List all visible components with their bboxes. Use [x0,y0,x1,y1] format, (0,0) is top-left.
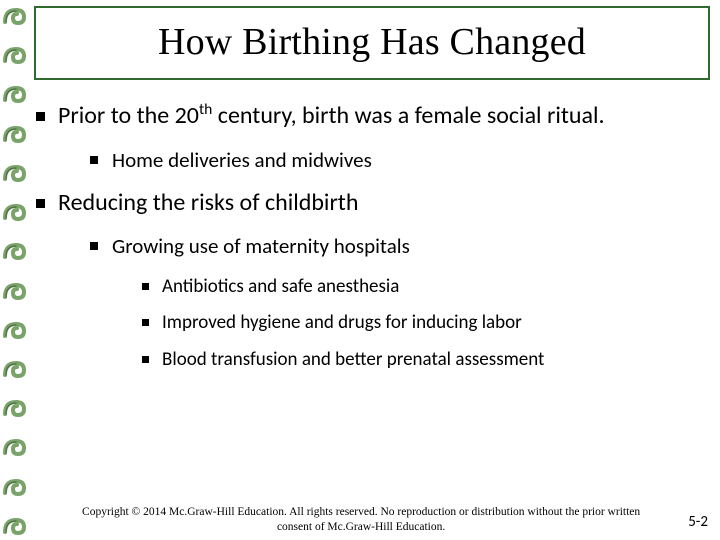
deco-swirl-icon [2,80,28,106]
deco-swirl-icon [2,198,28,224]
bullet-lvl3: Improved hygiene and drugs for inducing … [142,312,710,335]
bullet-text: Antibiotics and safe anesthesia [162,275,399,298]
bullet-text: Reducing the risks of childbirth [58,188,358,217]
deco-swirl-icon [2,473,28,499]
bullet-lvl1: Reducing the risks of childbirth Growing… [34,189,710,372]
deco-swirl-icon [2,237,28,263]
deco-swirl-icon [2,277,28,303]
slide-title: How Birthing Has Changed [46,20,698,64]
bullet-text: Blood transfusion and better prenatal as… [162,348,544,371]
deco-swirl-icon [2,394,28,420]
bullet-list-lvl1: Prior to the 20th century, birth was a f… [34,102,710,372]
bullet-list-lvl3: Antibiotics and safe anesthesia Improved… [112,276,710,372]
superscript: th [199,100,212,119]
decorative-left-strip [0,0,30,540]
bullet-list-lvl2: Home deliveries and midwives [58,148,710,173]
deco-swirl-icon [2,355,28,381]
bullet-text: century, birth was a female social ritua… [212,101,604,130]
bullet-lvl1: Prior to the 20th century, birth was a f… [34,102,710,173]
bullet-text: Growing use of maternity hospitals [112,233,410,259]
slide-footer: Copyright © 2014 Mc.Graw-Hill Education.… [34,505,710,534]
deco-swirl-icon [2,41,28,67]
deco-swirl-icon [2,120,28,146]
deco-swirl-icon [2,512,28,538]
bullet-text: Home deliveries and midwives [112,147,372,173]
deco-swirl-icon [2,2,28,28]
bullet-lvl3: Blood transfusion and better prenatal as… [142,349,710,372]
deco-swirl-icon [2,316,28,342]
bullet-text: Prior to the 20 [58,101,199,130]
page-number: 5-2 [688,513,710,534]
bullet-lvl3: Antibiotics and safe anesthesia [142,276,710,299]
slide-content: How Birthing Has Changed Prior to the 20… [34,6,710,534]
bullet-lvl2: Home deliveries and midwives [90,148,710,173]
deco-swirl-icon [2,159,28,185]
bullet-list-lvl2: Growing use of maternity hospitals Antib… [58,234,710,372]
bullet-lvl2: Growing use of maternity hospitals Antib… [90,234,710,372]
title-box: How Birthing Has Changed [34,6,710,80]
deco-swirl-icon [2,433,28,459]
copyright-text: Copyright © 2014 Mc.Graw-Hill Education.… [34,505,688,534]
bullet-text: Improved hygiene and drugs for inducing … [162,311,522,334]
